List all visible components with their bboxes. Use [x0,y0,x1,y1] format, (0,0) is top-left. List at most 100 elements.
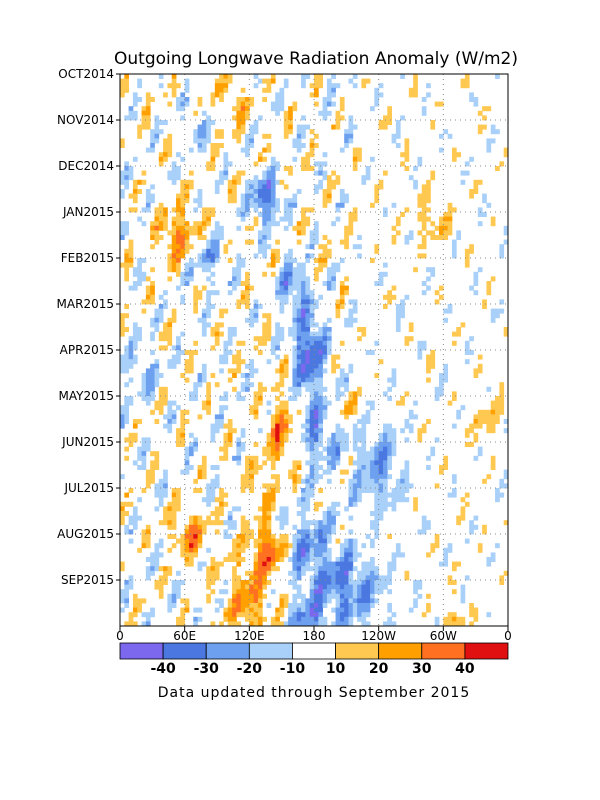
heatmap-cell [296,607,302,613]
heatmap-cell [171,409,177,415]
heatmap-cell [206,580,211,585]
heatmap-cell [219,78,224,84]
heatmap-cell [382,621,388,627]
heatmap-cell [240,359,246,365]
heatmap-cell [395,308,401,314]
heatmap-cell [206,515,211,521]
heatmap-cell [150,557,155,562]
heatmap-cell [201,216,207,222]
heatmap-cell [309,543,315,549]
heatmap-cell [193,534,198,539]
heatmap-cell [374,529,380,535]
heatmap-cell [288,469,293,475]
heatmap-cell [163,492,168,498]
heatmap-cell [180,239,186,245]
heatmap-cell [245,589,250,595]
heatmap-cell [270,460,276,466]
heatmap-cell [395,129,401,135]
heatmap-cell [426,603,431,608]
heatmap-cell [473,373,479,378]
heatmap-cell [132,101,138,107]
heatmap-cell [309,593,315,599]
heatmap-cell [352,589,358,595]
heatmap-cell [176,225,181,231]
heatmap-cell [188,543,194,549]
heatmap-cell [318,419,324,424]
heatmap-cell [180,552,186,558]
heatmap-cell [374,515,380,521]
heatmap-cell [331,589,336,595]
heatmap-cell [167,327,173,332]
heatmap-cell [132,189,138,194]
heatmap-cell [201,258,207,263]
heatmap-cell [180,419,186,424]
heatmap-cell [374,184,380,190]
heatmap-cell [206,244,211,250]
heatmap-cell [141,529,147,535]
heatmap-cell [439,216,444,222]
heatmap-cell [387,106,392,112]
heatmap-cell [305,607,311,613]
heatmap-cell [206,290,211,296]
heatmap-cell [245,225,250,231]
heatmap-cell [245,179,250,185]
heatmap-cell [374,506,380,512]
heatmap-cell [219,359,224,365]
heatmap-cell [335,175,341,181]
heatmap-cell [197,262,203,268]
heatmap-cell [365,166,371,171]
heatmap-cell [188,524,194,530]
heatmap-cell [322,561,328,567]
heatmap-cell [344,589,349,595]
heatmap-cell [309,547,315,553]
heatmap-cell [120,414,125,420]
heatmap-cell [451,561,457,567]
heatmap-cell [391,437,397,443]
heatmap-cell [301,267,306,273]
heatmap-cell [141,106,147,112]
heatmap-cell [344,230,349,236]
heatmap-cell [245,469,250,475]
heatmap-cell [335,391,341,397]
heatmap-cell [335,432,341,438]
heatmap-cell [253,299,259,305]
heatmap-cell [301,607,306,613]
heatmap-cell [322,235,328,240]
heatmap-cell [154,216,160,222]
heatmap-cell [331,281,336,286]
heatmap-cell [167,603,173,608]
heatmap-cell [275,442,280,447]
heatmap-cell [348,593,354,599]
heatmap-cell [361,575,367,581]
heatmap-cell [210,230,216,236]
heatmap-cell [227,616,233,622]
heatmap-cell [266,216,272,222]
heatmap-cell [296,322,302,328]
heatmap-cell [266,580,272,585]
heatmap-cell [292,331,298,337]
heatmap-cell [266,170,272,176]
heatmap-cell [400,478,405,484]
heatmap-cell [417,198,423,204]
heatmap-cell [249,138,255,144]
heatmap-cell [344,193,349,199]
heatmap-cell [197,373,203,378]
heatmap-cell [322,580,328,585]
heatmap-cell [283,363,289,369]
heatmap-cell [145,299,151,305]
heatmap-cell [249,405,255,411]
heatmap-cell [275,432,280,438]
heatmap-cell [374,451,380,457]
heatmap-cell [357,603,362,608]
heatmap-cell [232,589,237,595]
heatmap-cell [257,547,263,553]
heatmap-cell [305,345,311,351]
heatmap-cell [197,534,203,539]
heatmap-cell [219,520,224,526]
heatmap-cell [352,391,358,397]
heatmap-cell [266,225,272,231]
heatmap-cell [275,474,280,480]
heatmap-cell [223,455,229,461]
heatmap-cell [344,386,349,392]
colorbar-swatch [464,642,509,660]
